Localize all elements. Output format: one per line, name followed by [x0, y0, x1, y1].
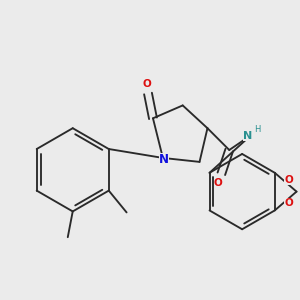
Text: O: O [143, 79, 152, 88]
Text: N: N [159, 153, 169, 167]
Text: N: N [244, 131, 253, 141]
Text: O: O [284, 175, 293, 185]
Text: H: H [254, 125, 260, 134]
Text: O: O [214, 178, 223, 188]
Text: O: O [284, 198, 293, 208]
